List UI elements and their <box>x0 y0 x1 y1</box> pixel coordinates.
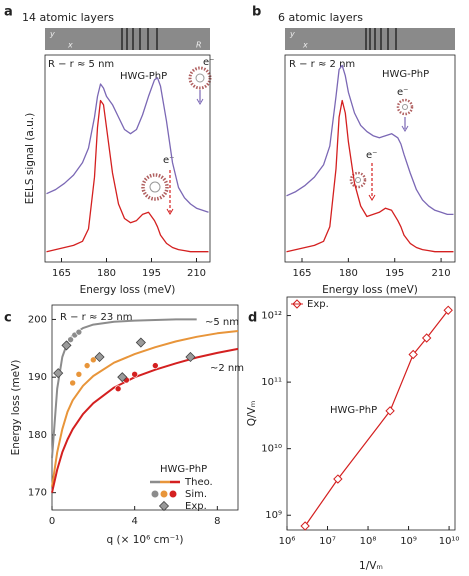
x-tick-label: 0 <box>49 516 55 527</box>
sim-point <box>83 362 91 369</box>
annotation: e⁻ <box>163 155 174 166</box>
exp-point <box>408 349 418 360</box>
legend-label: Theo. <box>184 477 213 488</box>
x-tick-label: 210 <box>187 268 206 279</box>
plot-frame <box>44 54 211 263</box>
legend-label: Exp. <box>185 501 207 512</box>
annotation: e⁻ <box>397 87 408 98</box>
x-tick-label: 8 <box>214 516 220 527</box>
x-tick-label: 10⁹ <box>400 536 417 547</box>
inset-label: y <box>49 30 55 39</box>
annotation: HWG-PhP <box>120 71 167 82</box>
y-axis-label: Energy loss (meV) <box>10 360 22 456</box>
exp-point <box>53 368 64 379</box>
inset-label: y <box>289 30 295 39</box>
inset-label: R <box>196 41 202 50</box>
x-tick-label: 180 <box>97 268 116 279</box>
annotation: R − r ≈ 5 nm <box>48 59 114 70</box>
panel-title: 6 atomic layers <box>278 11 363 24</box>
exp-point <box>185 351 196 363</box>
annotation: e⁻ <box>203 57 214 68</box>
exp-point <box>117 372 128 383</box>
x-axis-label: q (× 10⁶ cm⁻¹) <box>107 534 184 546</box>
panel-label: a <box>4 5 13 20</box>
x-tick-label: 180 <box>339 268 358 279</box>
annotation: HWG-PhP <box>382 69 429 80</box>
x-tick-label: 195 <box>142 268 161 279</box>
x-axis-label: Energy loss (meV) <box>80 284 176 296</box>
x-tick-label: 10¹⁰ <box>439 536 460 547</box>
sim-point <box>90 356 97 364</box>
legend-swatch <box>151 490 159 498</box>
inset-label: x <box>67 41 73 50</box>
sim-point <box>69 379 76 387</box>
sim-point <box>75 328 83 336</box>
decorations <box>45 28 455 215</box>
line <box>51 318 197 459</box>
x-tick-label: 165 <box>292 268 311 279</box>
line-label: ~2 nm <box>210 363 244 374</box>
plot-frame <box>284 54 456 263</box>
line-label: R − r ≈ 23 nm <box>60 312 133 323</box>
y-tick-label: 200 <box>28 314 47 325</box>
line <box>286 99 454 253</box>
plot-frame <box>51 304 239 511</box>
panel-label: b <box>252 5 261 20</box>
x-tick-label: 195 <box>385 268 404 279</box>
annotation: HWG-PhP <box>330 405 377 416</box>
sim-point <box>67 336 74 343</box>
panel-label: c <box>4 311 12 326</box>
legend-swatch <box>158 500 170 512</box>
inset-stripes <box>121 28 397 50</box>
panel-title: 14 atomic layers <box>22 11 114 24</box>
x-tick-label: 210 <box>432 268 451 279</box>
panel-label: d <box>248 311 257 326</box>
sim-point <box>152 362 159 369</box>
legend-swatch <box>160 490 168 498</box>
inset-label: x <box>302 41 308 50</box>
exp-point <box>443 305 453 315</box>
sim-point <box>114 385 122 393</box>
y-tick-label: 10⁹ <box>265 510 282 521</box>
exp-point <box>333 474 343 484</box>
y-tick-label: 170 <box>28 488 47 499</box>
exp-point <box>385 406 395 416</box>
y-tick-label: 10¹⁰ <box>261 444 282 455</box>
y-tick-label: 10¹² <box>261 311 282 322</box>
exp-point <box>61 340 72 351</box>
line <box>46 77 209 213</box>
plot-frame <box>286 296 456 531</box>
legend-title: HWG-PhP <box>160 464 207 475</box>
y-tick-label: 180 <box>28 430 47 441</box>
annotation: e⁻ <box>366 150 377 161</box>
line-label: ~5 nm <box>205 317 239 328</box>
x-tick-label: 165 <box>52 268 71 279</box>
x-tick-label: 4 <box>131 516 137 527</box>
line <box>51 330 239 488</box>
exp-point <box>94 351 105 363</box>
y-axis-label: EELS signal (a.u.) <box>24 113 36 204</box>
y-tick-label: 10¹¹ <box>261 377 282 388</box>
x-axis-label: 1/Vₘ <box>359 560 383 572</box>
legend-swatch <box>169 490 177 498</box>
line <box>286 64 454 216</box>
sim-point <box>131 370 138 378</box>
x-axis-label: Energy loss (meV) <box>322 284 418 296</box>
legend-label: Exp. <box>307 299 329 310</box>
x-tick-label: 10⁶ <box>279 536 296 547</box>
electron-probe <box>141 66 414 215</box>
exp-point <box>135 337 146 348</box>
x-tick-label: 10⁷ <box>319 536 336 547</box>
sim-point <box>75 370 83 378</box>
line <box>46 99 209 253</box>
x-tick-label: 10⁸ <box>360 536 377 547</box>
exp-point <box>300 521 310 531</box>
exp-point <box>421 333 432 343</box>
legend-label: Sim. <box>185 489 207 500</box>
y-axis-label: Q/Vₘ <box>246 401 258 427</box>
annotation: R − r ≈ 2 nm <box>289 59 355 70</box>
line <box>304 309 449 527</box>
y-tick-label: 190 <box>28 372 47 383</box>
